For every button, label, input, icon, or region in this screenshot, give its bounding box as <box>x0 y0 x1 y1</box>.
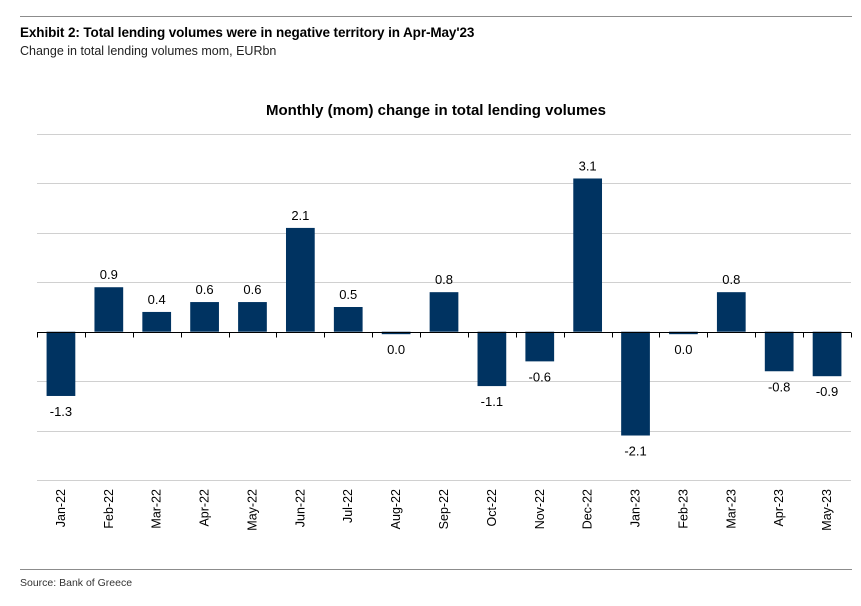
x-tick-label: Feb-22 <box>102 489 116 529</box>
data-label: 0.6 <box>196 282 214 297</box>
bars <box>46 178 842 436</box>
data-label: 0.8 <box>435 272 453 287</box>
x-tick-label: Feb-23 <box>676 489 690 529</box>
data-label: -1.1 <box>481 394 503 409</box>
data-label: 0.6 <box>243 282 261 297</box>
bar-may-22 <box>238 302 267 332</box>
x-tick-label: Dec-22 <box>581 489 595 529</box>
bar-dec-22 <box>573 178 603 332</box>
x-tick-label: Jan-23 <box>629 489 643 527</box>
bar-jul-22 <box>333 307 363 332</box>
x-tick-label: May-23 <box>820 489 834 531</box>
data-label: 3.1 <box>579 158 597 173</box>
x-tick-label: Jun-22 <box>293 489 307 527</box>
data-label: -0.8 <box>768 379 790 394</box>
data-label: 0.0 <box>674 342 692 357</box>
x-tick-label: Apr-22 <box>198 489 212 527</box>
bar-sep-22 <box>429 292 459 332</box>
bar-jun-22 <box>285 227 315 332</box>
bar-jan-23 <box>621 331 650 436</box>
bar-oct-22 <box>477 331 507 387</box>
bar-feb-22 <box>94 287 124 332</box>
x-axis <box>37 332 852 338</box>
x-tick-label: Apr-23 <box>772 489 786 527</box>
bar-apr-22 <box>190 302 219 332</box>
bar-may-23 <box>812 331 842 377</box>
x-tick-label: Jan-22 <box>54 489 68 527</box>
x-tick-label: Aug-22 <box>389 489 403 529</box>
x-tick-label: Jul-22 <box>341 489 355 523</box>
x-tick-label: Oct-22 <box>485 489 499 527</box>
bar-mar-23 <box>716 292 746 332</box>
x-tick-labels: Jan-22 Feb-22 Mar-22 Apr-22 May-22 Jun-22 Jul-… <box>54 489 834 531</box>
data-label: -0.6 <box>529 369 551 384</box>
data-label: 0.8 <box>722 272 740 287</box>
data-label: -0.9 <box>816 384 838 399</box>
data-label: 0.5 <box>339 287 357 302</box>
chart-title: Monthly (mom) change in total lending vo… <box>266 102 606 119</box>
data-label: 0.9 <box>100 267 118 282</box>
data-label: 0.4 <box>148 292 166 307</box>
data-labels: -1.3 0.9 0.4 0.6 0.6 2.1 0.5 0.0 0.8 -1.1 -0.6 3.1 -… <box>50 158 839 458</box>
data-label: 2.1 <box>291 208 309 223</box>
source-note: Source: Bank of Greece <box>20 577 133 589</box>
bar-apr-23 <box>764 331 794 372</box>
top-rule <box>20 16 852 17</box>
data-label: -2.1 <box>624 444 646 459</box>
data-label: -1.3 <box>50 404 72 419</box>
exhibit-subtitle: Change in total lending volumes mom, EUR… <box>20 44 277 58</box>
bar-mar-22 <box>142 311 172 332</box>
data-label: 0.0 <box>387 342 405 357</box>
bar-nov-22 <box>525 331 555 362</box>
x-tick-label: Nov-22 <box>533 489 547 529</box>
x-tick-label: Sep-22 <box>437 489 451 529</box>
x-tick-label: Mar-22 <box>150 489 164 529</box>
bar-jan-22 <box>46 331 76 396</box>
x-tick-label: Mar-23 <box>724 489 738 529</box>
gridlines <box>37 134 851 481</box>
x-tick-label: May-22 <box>245 489 259 531</box>
bottom-rule <box>20 569 852 570</box>
exhibit-title: Exhibit 2: Total lending volumes were in… <box>20 25 475 40</box>
